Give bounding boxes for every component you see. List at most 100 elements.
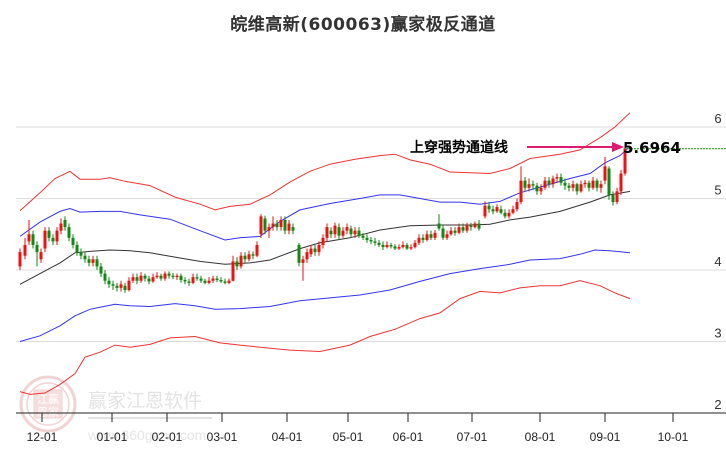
candle [433,232,437,238]
candle [171,275,175,278]
candle [515,202,519,210]
candle [539,187,543,192]
x-tick-label: 10-01 [658,430,689,444]
candle [373,241,377,243]
candle [599,184,603,188]
annotation-label: 上穿强势通道线 [410,139,508,156]
candle [369,239,373,242]
svg-text:恩家: 恩家 [37,405,59,419]
price-label: 5.6964 [623,139,681,157]
candle [531,184,535,186]
candle [79,252,83,256]
candle [325,227,329,238]
candle [107,280,111,285]
candle [535,185,539,192]
candle [23,244,27,256]
candle [159,275,163,279]
candle [239,255,243,267]
candle [301,259,305,263]
candle [409,247,413,249]
candle [491,209,495,212]
candle [203,280,207,283]
x-tick-label: 07-01 [457,430,488,444]
chart-title: 皖维高新(600063)赢家极反通道 [230,15,496,35]
x-tick-label: 06-01 [393,430,424,444]
candle [111,284,115,286]
candle [579,184,583,192]
candle [461,227,465,231]
line-outer_lower [19,280,631,395]
candle [123,285,127,291]
candle [499,209,503,213]
candle [345,227,349,231]
candle [219,280,223,282]
candle [393,246,397,249]
candle [469,225,473,228]
candle [483,205,487,217]
candle [353,230,357,235]
candle [297,244,301,263]
candle [27,234,31,242]
candle [75,244,79,253]
candle [361,235,365,238]
candle [511,209,515,213]
candle [465,225,469,231]
candle [95,259,99,267]
candle [251,254,255,256]
candle [167,273,171,276]
channel-lines [19,112,631,395]
candle [389,244,393,247]
candle [267,227,271,231]
candle [271,223,275,228]
line-inner_lower [19,249,631,342]
watermark-seal-icon: 江赢 恩家 [19,375,77,433]
candle [377,242,381,245]
candle [341,230,345,236]
candle [47,230,51,238]
candle [51,237,55,242]
candle [223,281,227,283]
x-axis-ticks: 12-01 01-01 02-01 03-01 04-01 05-01 06-01 07-01… [27,413,689,444]
candle [591,180,595,188]
candle [67,227,71,238]
candle [349,228,353,235]
candle [155,275,159,278]
y-tick-label: 2 [714,397,721,412]
y-tick-label: 6 [714,111,721,126]
candle [543,180,547,188]
candle [425,234,429,240]
candle [385,244,389,248]
candle [619,173,623,192]
x-tick-label: 08-01 [525,430,556,444]
x-tick-label: 01-01 [97,430,128,444]
candle [175,275,179,278]
candle [595,180,599,188]
candle [611,194,615,203]
candle [523,180,527,188]
candle [437,223,441,229]
x-tick-label: 05-01 [333,430,364,444]
candle [477,223,481,229]
candle [115,285,119,288]
candle [235,261,239,267]
candle [63,219,67,228]
candle [441,228,445,238]
candle [127,280,131,291]
candle [163,273,167,279]
candle [623,148,627,174]
y-tick-label: 4 [714,254,721,269]
candle [247,254,251,260]
candle [283,219,287,231]
candle [405,244,409,249]
candle [473,223,477,228]
candle [43,230,47,249]
candle [151,277,155,282]
candle [143,275,147,279]
candle [421,237,425,240]
candle [337,227,341,236]
candle [527,184,531,188]
candle [291,227,295,231]
candle [615,191,619,203]
candle [31,234,35,245]
